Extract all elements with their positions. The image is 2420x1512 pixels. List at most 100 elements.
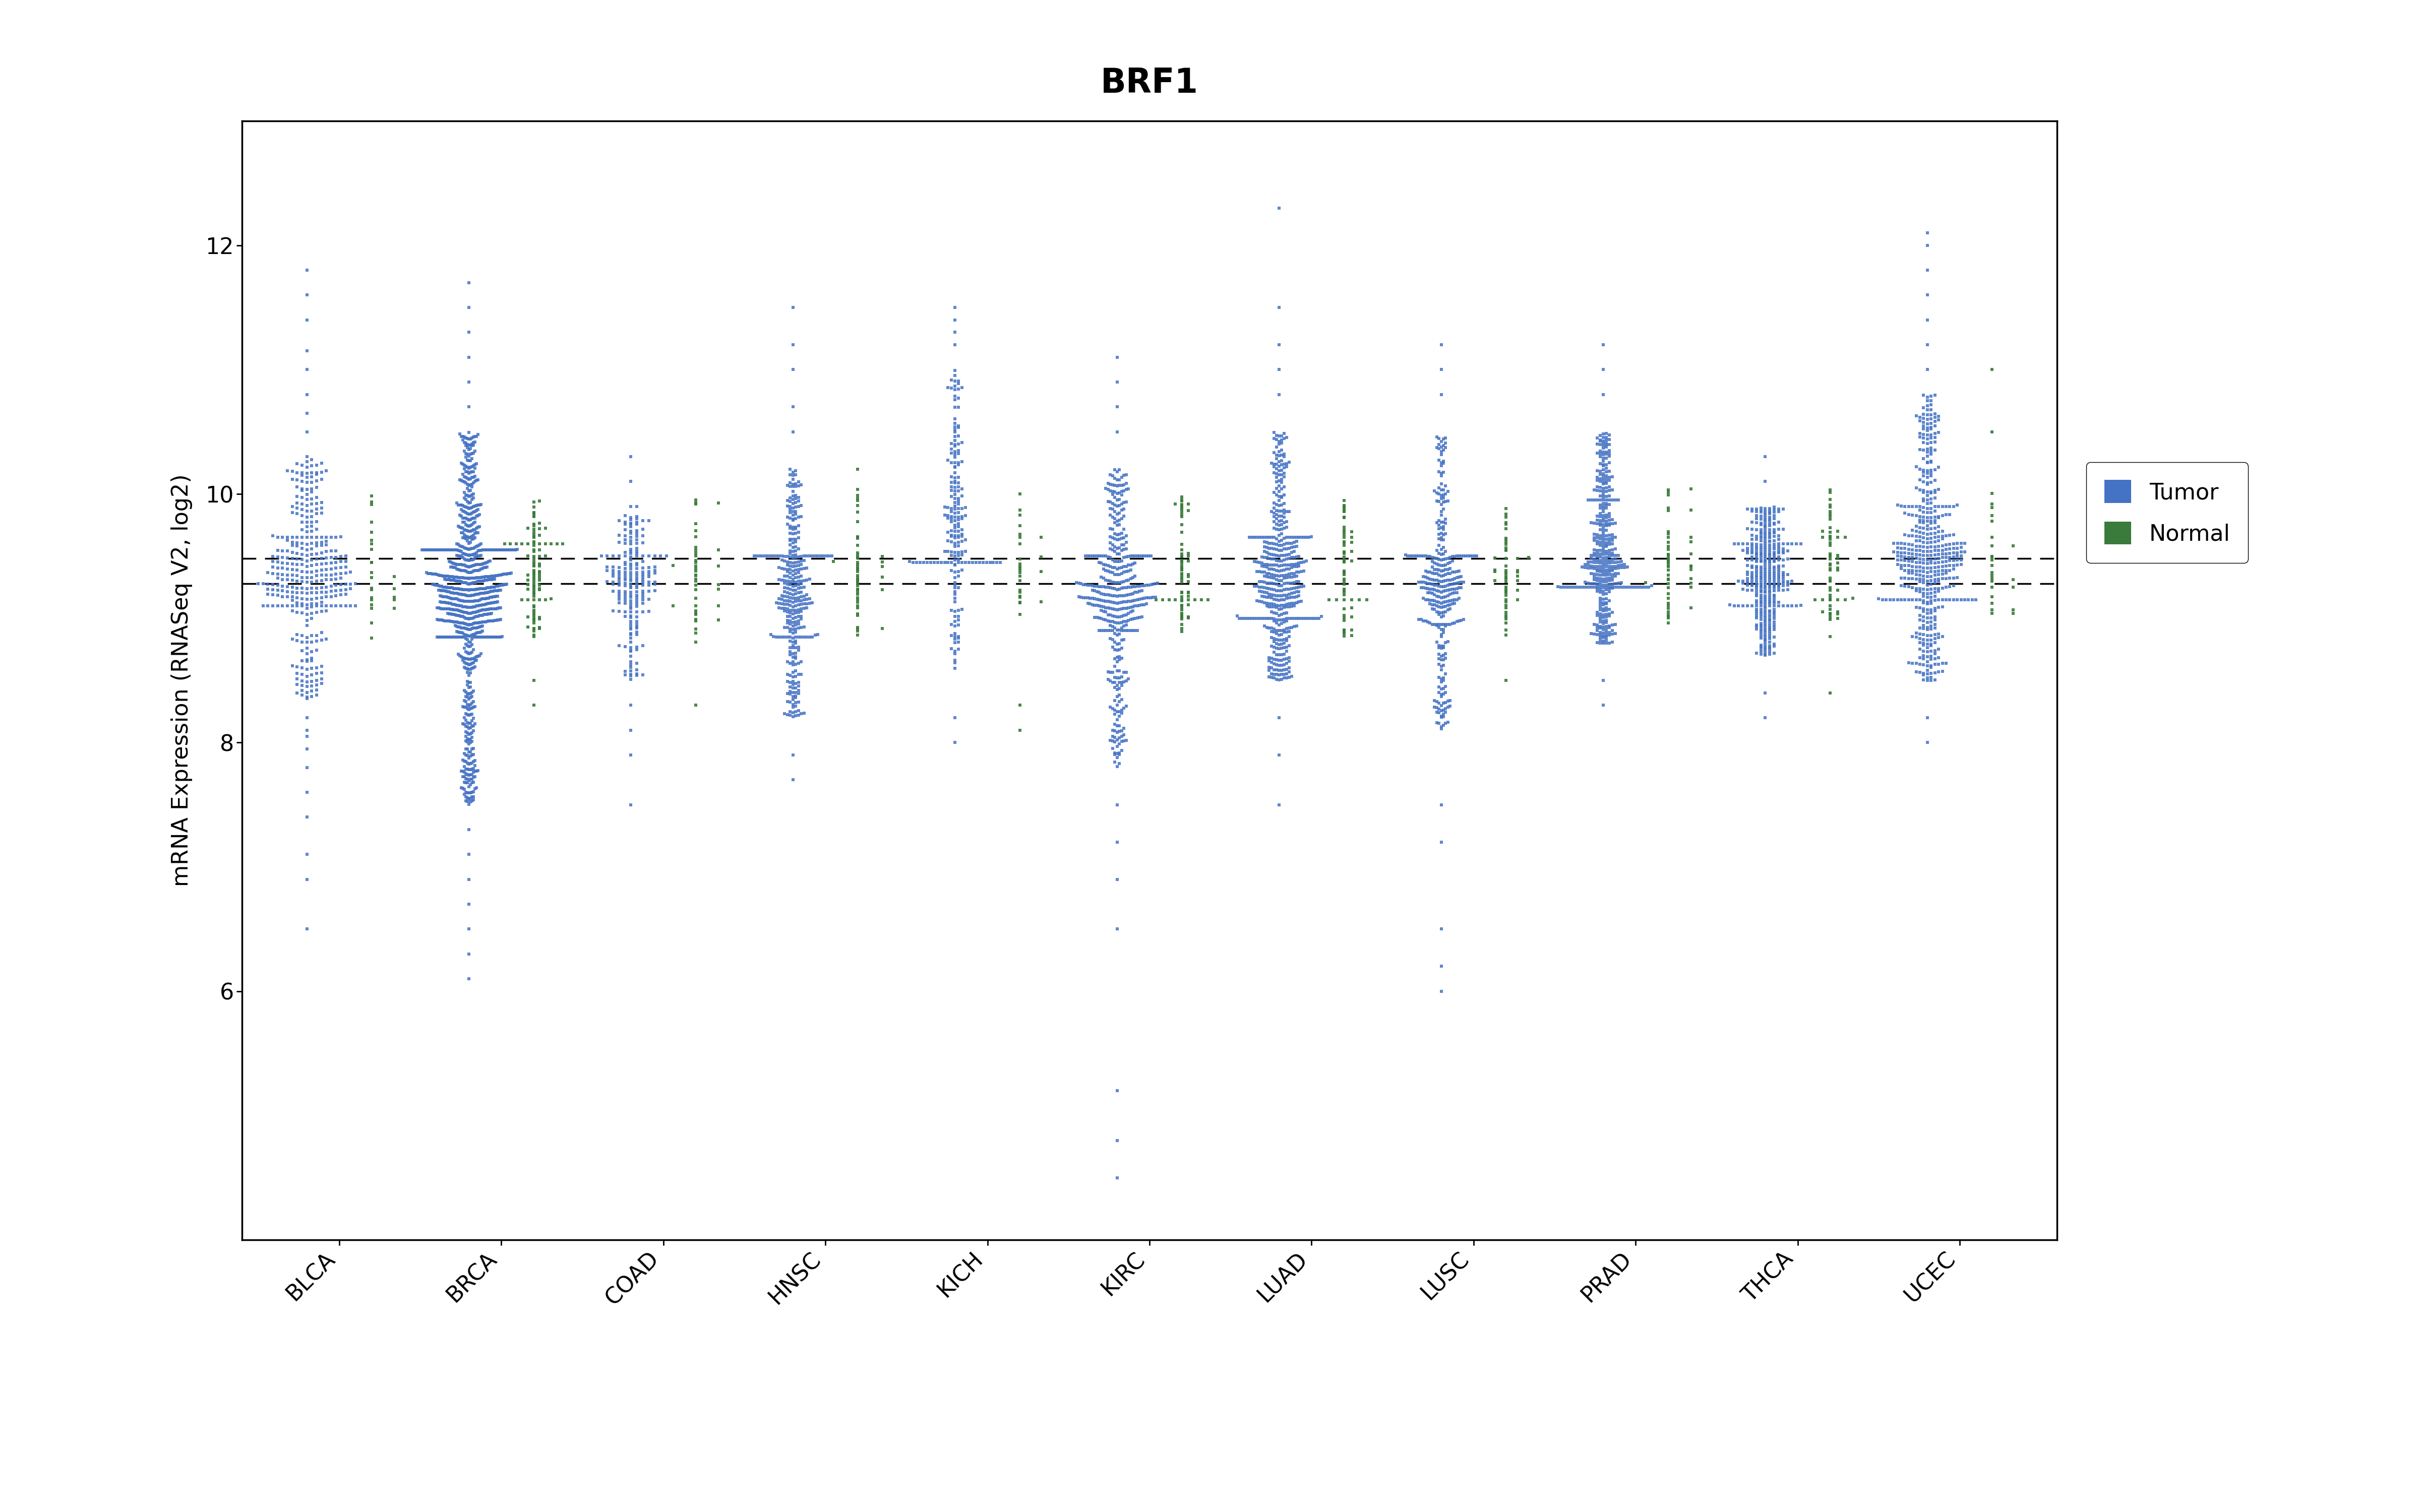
Point xyxy=(605,559,644,584)
Point xyxy=(1244,606,1283,631)
Point xyxy=(1408,588,1447,612)
Point xyxy=(1750,600,1788,624)
Point xyxy=(1123,593,1162,617)
Point xyxy=(278,502,317,526)
Point xyxy=(593,599,632,623)
Point xyxy=(1580,558,1619,582)
Point xyxy=(772,494,811,519)
Point xyxy=(612,513,651,537)
Point xyxy=(424,564,462,588)
Point xyxy=(1239,570,1278,594)
Point xyxy=(929,375,968,399)
Point xyxy=(1101,615,1140,640)
Point xyxy=(1917,535,1955,559)
Point xyxy=(1900,467,1938,491)
Point xyxy=(1907,472,1946,496)
Point xyxy=(1759,578,1798,602)
Point xyxy=(453,780,491,804)
Point xyxy=(436,614,474,638)
Point xyxy=(1118,575,1157,599)
Point xyxy=(421,590,460,614)
Point xyxy=(450,842,489,866)
Point xyxy=(1590,549,1629,573)
Point xyxy=(1626,570,1665,594)
Point xyxy=(1742,513,1781,537)
Point xyxy=(1890,561,1929,585)
Point xyxy=(1331,623,1370,647)
Point xyxy=(1738,556,1776,581)
Point xyxy=(445,526,484,550)
Point xyxy=(1106,531,1145,555)
Point xyxy=(469,581,508,605)
Point xyxy=(1912,470,1951,494)
Point xyxy=(445,431,484,455)
Point xyxy=(1718,569,1757,593)
Point xyxy=(1750,511,1788,535)
Point xyxy=(946,528,985,552)
Point xyxy=(1738,540,1776,564)
Point xyxy=(438,587,477,611)
Point xyxy=(317,550,356,575)
Point xyxy=(1423,510,1462,534)
Point xyxy=(1750,526,1788,550)
Point xyxy=(1745,570,1784,594)
Point xyxy=(1082,544,1120,569)
Point xyxy=(1261,792,1300,816)
Point xyxy=(837,578,876,602)
Point xyxy=(467,550,506,575)
Point xyxy=(1249,606,1287,631)
Point xyxy=(1241,544,1280,569)
Point xyxy=(939,500,978,525)
Point xyxy=(767,703,806,727)
Point xyxy=(1278,591,1316,615)
Point xyxy=(629,573,668,597)
Point xyxy=(1590,614,1629,638)
Point xyxy=(774,295,813,319)
Point xyxy=(1597,556,1636,581)
Point xyxy=(453,771,491,795)
Point xyxy=(1096,522,1135,546)
Point xyxy=(1283,606,1321,631)
Point xyxy=(1101,676,1140,700)
Point xyxy=(298,485,336,510)
Point xyxy=(1070,544,1108,569)
Point xyxy=(1745,680,1784,705)
Point xyxy=(1578,623,1617,647)
Point xyxy=(767,597,806,621)
Point xyxy=(1251,565,1290,590)
Point xyxy=(1754,576,1793,600)
Point xyxy=(307,599,346,623)
Point xyxy=(1919,543,1958,567)
Point xyxy=(1924,567,1963,591)
Point xyxy=(1266,662,1304,686)
Point xyxy=(1892,519,1931,543)
Point xyxy=(741,544,779,569)
Point xyxy=(1498,578,1537,602)
Point xyxy=(293,594,332,618)
Point xyxy=(1597,543,1636,567)
Point xyxy=(1486,578,1525,602)
Point xyxy=(1580,534,1619,558)
Point xyxy=(479,573,518,597)
Point xyxy=(421,564,460,588)
Point xyxy=(1082,550,1120,575)
Point xyxy=(1764,578,1803,602)
Point xyxy=(433,593,472,617)
Point xyxy=(1905,470,1943,494)
Point xyxy=(1742,540,1781,564)
Point xyxy=(1588,422,1626,446)
Point xyxy=(932,376,970,401)
Point xyxy=(1723,594,1762,618)
Point xyxy=(474,590,513,614)
Point xyxy=(312,562,351,587)
Point xyxy=(1897,621,1936,646)
Point xyxy=(1423,558,1462,582)
Point xyxy=(283,559,322,584)
Point xyxy=(1588,623,1626,647)
Point xyxy=(1241,575,1280,599)
Point xyxy=(837,457,876,481)
Point xyxy=(1907,496,1946,520)
Point xyxy=(1249,655,1287,679)
Point xyxy=(782,585,820,609)
Point xyxy=(774,562,813,587)
